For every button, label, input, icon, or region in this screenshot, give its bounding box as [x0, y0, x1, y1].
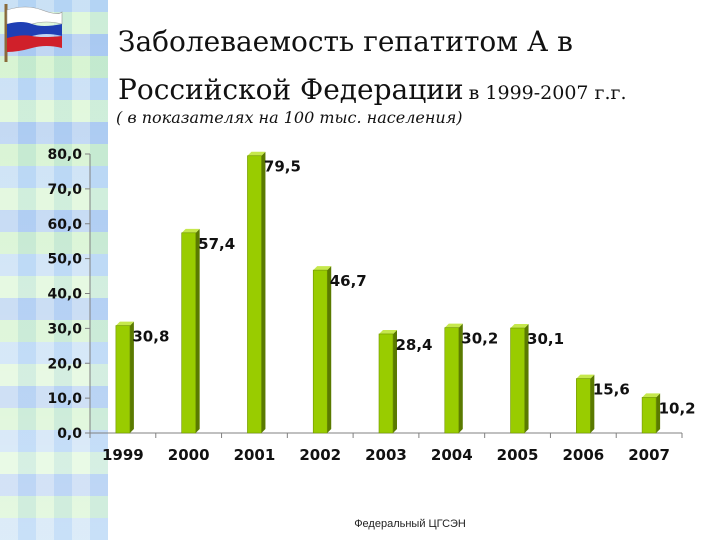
x-tick-label: 2002: [299, 446, 341, 464]
x-tick-label: 2005: [497, 446, 539, 464]
bar-side: [458, 323, 463, 433]
bar-side: [195, 228, 200, 433]
bar-top: [181, 228, 200, 233]
bar: [576, 378, 591, 434]
bar-side: [524, 324, 529, 433]
y-tick-label: 70,0: [47, 182, 82, 198]
data-label: 10,2: [659, 399, 696, 417]
x-tick-label: 2004: [431, 446, 473, 464]
y-tick-label: 30,0: [47, 321, 82, 337]
y-tick-label: 50,0: [47, 252, 82, 268]
x-tick-label: 2003: [365, 446, 407, 464]
y-tick-label: 80,0: [47, 147, 82, 163]
y-tick-label: 40,0: [47, 287, 82, 303]
bar-top: [379, 329, 397, 334]
bar-top: [510, 324, 529, 329]
y-tick-label: 10,0: [47, 391, 82, 407]
title-years: в 1999-2007 г.г.: [468, 82, 627, 104]
slide-title: Заболеваемость гепатитом А в Российской …: [118, 18, 708, 118]
bar-side: [590, 374, 595, 433]
data-label: 46,7: [330, 272, 367, 290]
title-line-1: Заболеваемость гепатитом А в: [118, 25, 573, 58]
x-tick-label: 2006: [562, 446, 604, 464]
bar: [312, 269, 328, 434]
data-label: 30,1: [527, 330, 564, 348]
x-tick-label: 2000: [168, 446, 210, 464]
bar-top: [313, 266, 332, 271]
bar: [510, 327, 525, 434]
data-label: 79,5: [264, 158, 301, 176]
x-tick-label: 2001: [234, 446, 276, 464]
bar-top: [642, 393, 661, 398]
bar-side: [327, 266, 332, 433]
bar: [115, 325, 131, 434]
data-label: 30,8: [132, 328, 169, 346]
x-tick-label: 1999: [102, 446, 144, 464]
y-tick-label: 20,0: [47, 356, 82, 372]
footer-source: Федеральный ЦГСЭН: [0, 518, 720, 530]
bar: [444, 327, 460, 434]
title-line-2: Российской Федерации: [118, 73, 464, 106]
russian-flag-icon: [4, 4, 63, 62]
footer-text: Федеральный ЦГСЭН: [354, 518, 466, 530]
bar: [247, 155, 262, 434]
x-tick-label: 2007: [628, 446, 670, 464]
bar-side: [656, 393, 661, 433]
bar-side: [261, 151, 266, 433]
bar: [181, 232, 196, 434]
bar-top: [247, 151, 266, 156]
bar: [641, 397, 657, 434]
bar-side: [129, 321, 134, 433]
bar-top: [444, 323, 463, 328]
y-tick-label: 0,0: [57, 426, 82, 442]
data-label: 30,2: [461, 330, 498, 348]
data-label: 15,6: [593, 381, 630, 399]
y-tick-label: 60,0: [47, 217, 82, 233]
bar-top: [576, 374, 595, 379]
data-label: 57,4: [198, 235, 235, 253]
chart-subtitle: ( в показателях на 100 тыс. населения): [116, 108, 463, 127]
bar-side: [393, 329, 397, 433]
bar-top: [115, 321, 134, 326]
data-label: 28,4: [395, 336, 432, 354]
bar: [378, 333, 394, 434]
